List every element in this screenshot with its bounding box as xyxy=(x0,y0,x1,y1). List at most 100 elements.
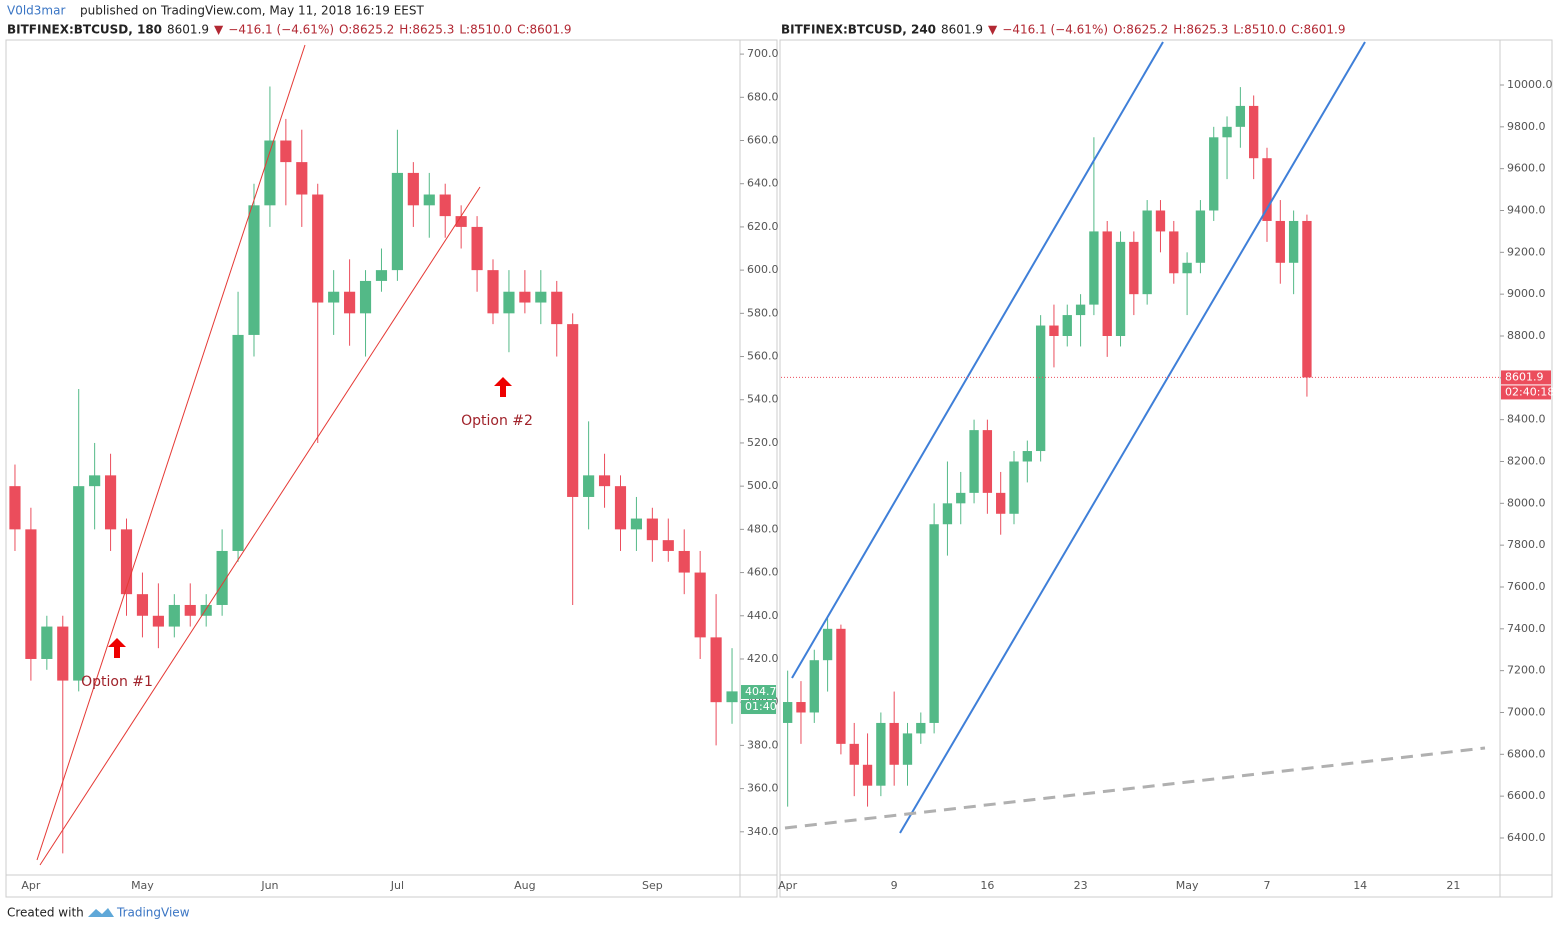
candle-body xyxy=(312,194,324,303)
candle-body xyxy=(809,660,819,713)
trend-line xyxy=(784,746,1486,830)
author[interactable]: V0ld3mar xyxy=(7,4,65,18)
candle-body xyxy=(375,270,388,281)
candle-body xyxy=(1155,210,1166,232)
price-tag xyxy=(741,685,776,700)
candle-body xyxy=(423,194,435,206)
timer-tag xyxy=(1501,385,1551,400)
candle-body xyxy=(982,430,993,493)
channel-line xyxy=(791,41,1164,679)
candle-body xyxy=(929,524,939,723)
candle-body xyxy=(996,492,1006,514)
candle-body xyxy=(535,291,547,303)
candle-body xyxy=(614,486,627,530)
candle-body xyxy=(104,475,117,530)
y-tick-label: 8200.0 xyxy=(1507,454,1546,467)
candle-body xyxy=(25,529,37,659)
y-tick-label: 480.0 xyxy=(747,522,779,535)
legend-low: L:8510.0 xyxy=(1233,23,1286,37)
candle-body xyxy=(956,492,966,504)
y-tick-label: 540.0 xyxy=(747,393,779,406)
candle-body xyxy=(344,291,356,314)
candle-body xyxy=(849,743,859,765)
y-tick-label: 9400.0 xyxy=(1507,203,1546,216)
y-tick-label: 640.0 xyxy=(747,177,779,190)
candle-body xyxy=(407,172,419,206)
y-tick-label: 6800.0 xyxy=(1507,747,1546,760)
candle-body xyxy=(1195,210,1206,263)
candle-body xyxy=(1035,325,1046,452)
candle-body xyxy=(168,604,180,627)
x-tick-label: Jul xyxy=(390,879,404,892)
y-tick-label: 680.0 xyxy=(747,90,779,103)
candle-body xyxy=(567,324,579,497)
y-tick-label: 6400.0 xyxy=(1507,831,1546,844)
candle-body xyxy=(583,475,595,497)
annotation: Option #1 xyxy=(81,674,153,690)
legend-symbol: BITFINEX:BTCUSD, 240 xyxy=(781,23,936,37)
candle-body xyxy=(280,140,292,163)
candle-body xyxy=(248,205,260,335)
x-tick-label: May xyxy=(131,879,154,892)
x-tick-label: 21 xyxy=(1446,879,1460,892)
candle-body xyxy=(439,194,451,217)
candle-body xyxy=(232,334,244,551)
y-tick-label: 700.0 xyxy=(747,47,779,60)
x-tick-label: Apr xyxy=(778,879,798,892)
candle-body xyxy=(942,503,953,525)
logo xyxy=(88,908,114,917)
y-tick-label: 660.0 xyxy=(747,134,779,147)
legend-high: H:8625.3 xyxy=(1173,23,1228,37)
candle-body xyxy=(1075,304,1086,316)
y-tick-label: 7400.0 xyxy=(1507,622,1546,635)
candle-body xyxy=(862,764,873,786)
y-tick-label: 9000.0 xyxy=(1507,287,1546,300)
x-tick-label: May xyxy=(1176,879,1199,892)
candle-body xyxy=(1129,241,1139,295)
published: published on TradingView.com, May 11, 20… xyxy=(80,4,424,18)
candle-body xyxy=(1115,241,1126,336)
plot xyxy=(782,41,1486,834)
candle-body xyxy=(264,140,276,206)
candle-body xyxy=(73,486,85,681)
channel-line xyxy=(899,41,1366,834)
candle-body xyxy=(662,540,674,551)
candle-body xyxy=(551,291,563,325)
candle-body xyxy=(678,550,690,573)
timer-label: 01:40:1 xyxy=(745,700,787,713)
candle-body xyxy=(916,722,926,734)
candle-body xyxy=(359,280,372,314)
legend-arrow: ▼ xyxy=(988,23,998,37)
candle-body xyxy=(1102,231,1112,336)
timer-tag xyxy=(741,700,776,715)
legend-open: O:8625.2 xyxy=(339,23,394,37)
x-tick-label: 23 xyxy=(1074,879,1088,892)
candle-body xyxy=(184,604,196,616)
candle-body xyxy=(41,626,53,659)
candle-body xyxy=(630,518,643,530)
timer-label: 02:40:18 xyxy=(1505,385,1554,398)
y-tick-label: 360.0 xyxy=(747,782,779,795)
candle-body xyxy=(487,270,499,314)
candle-body xyxy=(9,486,21,530)
legend-high: H:8625.3 xyxy=(399,23,454,37)
arrow xyxy=(494,377,512,397)
brand[interactable]: TradingView xyxy=(116,906,190,920)
candle-body xyxy=(969,430,979,493)
plot: Option #1 Option #2 xyxy=(9,44,738,866)
candle-body xyxy=(726,691,738,703)
candle-body xyxy=(796,702,806,713)
candle-body xyxy=(710,637,722,703)
y-tick-label: 6600.0 xyxy=(1507,789,1546,802)
created-with: Created with xyxy=(7,906,84,920)
y-tick-label: 9200.0 xyxy=(1507,245,1546,258)
candle-body xyxy=(1302,220,1312,378)
candle-body xyxy=(876,722,886,786)
candle-body xyxy=(782,702,793,723)
y-tick-label: 10000.0 xyxy=(1507,78,1553,91)
x-tick-label: 9 xyxy=(891,879,898,892)
channel-line xyxy=(36,44,306,861)
candle-body xyxy=(296,162,308,195)
y-tick-label: 620.0 xyxy=(747,220,779,233)
legend-arrow: ▼ xyxy=(214,23,224,37)
